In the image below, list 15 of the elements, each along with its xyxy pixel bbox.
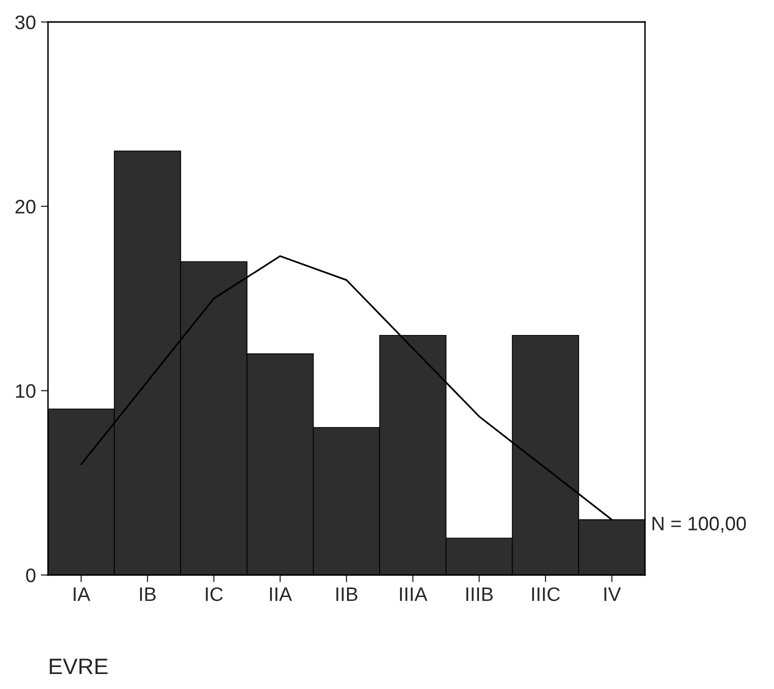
y-tick-label: 0	[26, 568, 36, 582]
y-tick-label: 30	[15, 15, 36, 30]
x-tick-label: IIIA	[400, 588, 428, 601]
y-tick-label: 20	[16, 200, 36, 214]
x-tick-label: IIB	[336, 588, 358, 601]
x-tick-label: IIA	[270, 588, 292, 601]
x-tick-label: IV	[604, 588, 621, 601]
x-tick-label: IIIC	[532, 587, 560, 602]
text: N = 100,00	[652, 516, 746, 533]
x-tick-label: IC	[206, 587, 223, 602]
x-tick-label: IIIB	[466, 588, 493, 601]
x-tick-label: IA	[74, 588, 90, 601]
x-tick-label: IB	[140, 588, 156, 601]
x-axis-title: EVRE	[50, 658, 108, 674]
y-tick-label: 10	[16, 384, 36, 398]
